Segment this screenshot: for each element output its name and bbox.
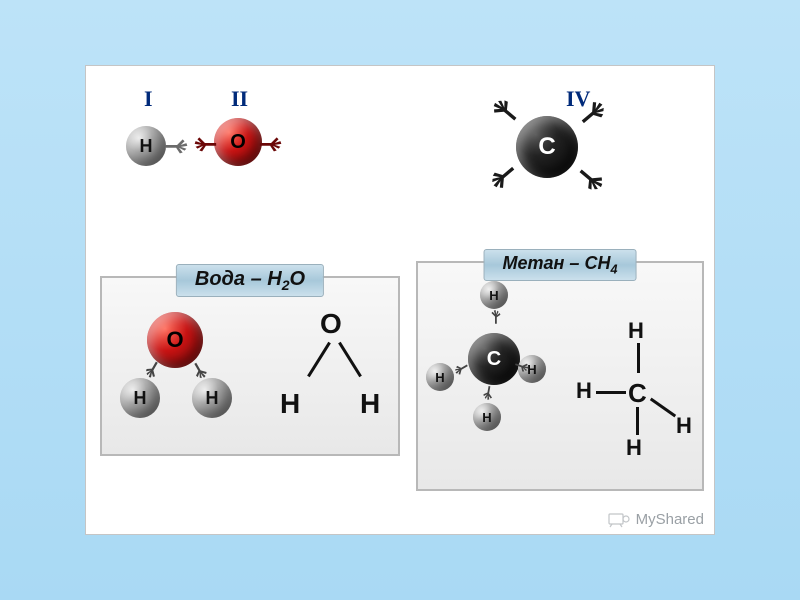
structural-h1: H [280, 388, 300, 420]
atom-letter: H [489, 288, 498, 303]
hydrogen-atom-top: H [126, 126, 166, 166]
formula-suffix: O [290, 268, 306, 290]
atom-letter: H [206, 388, 219, 409]
structural-c: C [628, 378, 647, 409]
hand-icon [481, 384, 498, 404]
hand-icon [164, 134, 192, 156]
title-prefix: Вода – [195, 268, 267, 290]
title-prefix: Метан – [503, 253, 585, 273]
hydrogen-atom-methane-bottom: H [473, 403, 501, 431]
atom-letter: C [538, 133, 555, 161]
atom-letter: H [140, 136, 153, 157]
roman-one: I [144, 86, 153, 112]
methane-panel: Метан – CH4 C H H H H C H H H H [416, 261, 704, 491]
hand-icon [488, 307, 502, 325]
methane-panel-title: Метан – CH4 [484, 249, 637, 281]
atom-letter: H [134, 388, 147, 409]
structural-h-bottom: H [626, 435, 642, 461]
atom-letter: O [230, 131, 246, 154]
structural-h-right: H [676, 413, 692, 439]
hand-icon [482, 90, 525, 132]
bond-line [596, 391, 626, 394]
roman-two: II [231, 86, 248, 112]
water-panel: Вода – H2O O H H O H H [100, 276, 400, 456]
carbon-atom-top: C [516, 116, 578, 178]
water-panel-title: Вода – H2O [176, 264, 324, 297]
structural-h2: H [360, 388, 380, 420]
bond-line [650, 398, 676, 418]
watermark-text: MyShared [636, 511, 704, 528]
formula-sub: 2 [282, 277, 290, 293]
hand-icon [482, 158, 525, 200]
structural-h-left: H [576, 378, 592, 404]
hand-icon [572, 158, 615, 200]
bond-line [636, 407, 639, 435]
formula-h: H [267, 268, 281, 290]
projector-icon [608, 510, 630, 528]
structural-h-top: H [628, 318, 644, 344]
hand-icon [258, 132, 286, 154]
atom-letter: H [482, 410, 491, 425]
bond-line [637, 343, 640, 373]
atom-letter: C [487, 348, 501, 371]
oxygen-atom-top: O [214, 118, 262, 166]
hand-icon [190, 132, 218, 154]
formula-sub: 4 [610, 263, 617, 277]
bond-line [338, 342, 362, 378]
bond-line [307, 342, 331, 378]
atom-letter: H [435, 370, 444, 385]
diagram-frame: I II IV H O C Вода – H2O O [85, 65, 715, 535]
structural-o: O [320, 308, 342, 340]
hydrogen-atom-methane-top: H [480, 281, 508, 309]
watermark: MyShared [608, 510, 704, 528]
atom-letter: O [166, 327, 183, 353]
formula-ch: CH [584, 253, 610, 273]
carbon-atom-methane: C [468, 333, 520, 385]
